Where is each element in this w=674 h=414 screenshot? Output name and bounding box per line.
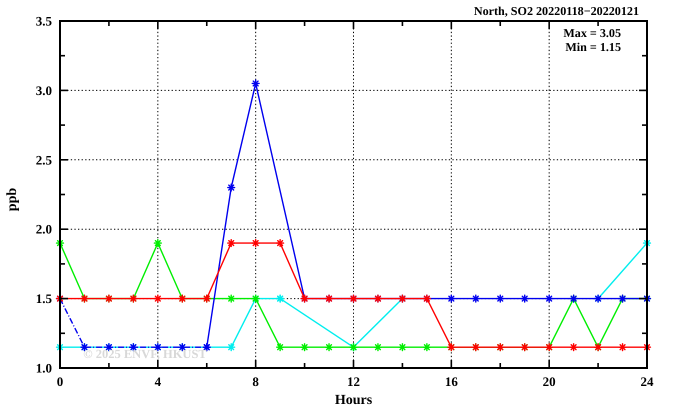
svg-text:0: 0 [57,374,64,389]
svg-text:16: 16 [445,374,459,389]
svg-text:4: 4 [155,374,162,389]
svg-text:Max = 3.05: Max = 3.05 [563,26,621,40]
svg-text:North, SO2 20220118−20220121: North, SO2 20220118−20220121 [474,4,639,18]
svg-text:12: 12 [347,374,360,389]
svg-text:20: 20 [543,374,556,389]
svg-text:Min = 1.15: Min = 1.15 [565,40,621,54]
svg-text:1.0: 1.0 [36,361,52,376]
svg-text:24: 24 [641,374,655,389]
svg-text:1.5: 1.5 [36,291,53,306]
svg-text:Hours: Hours [335,393,373,408]
svg-text:3.5: 3.5 [36,14,53,29]
svg-text:2.0: 2.0 [36,222,52,237]
svg-text:3.0: 3.0 [36,83,52,98]
svg-text:ppb: ppb [5,188,20,212]
svg-text:© 2025 ENVF, HKUST: © 2025 ENVF, HKUST [83,347,207,361]
svg-text:2.5: 2.5 [36,152,53,167]
svg-text:8: 8 [252,374,259,389]
